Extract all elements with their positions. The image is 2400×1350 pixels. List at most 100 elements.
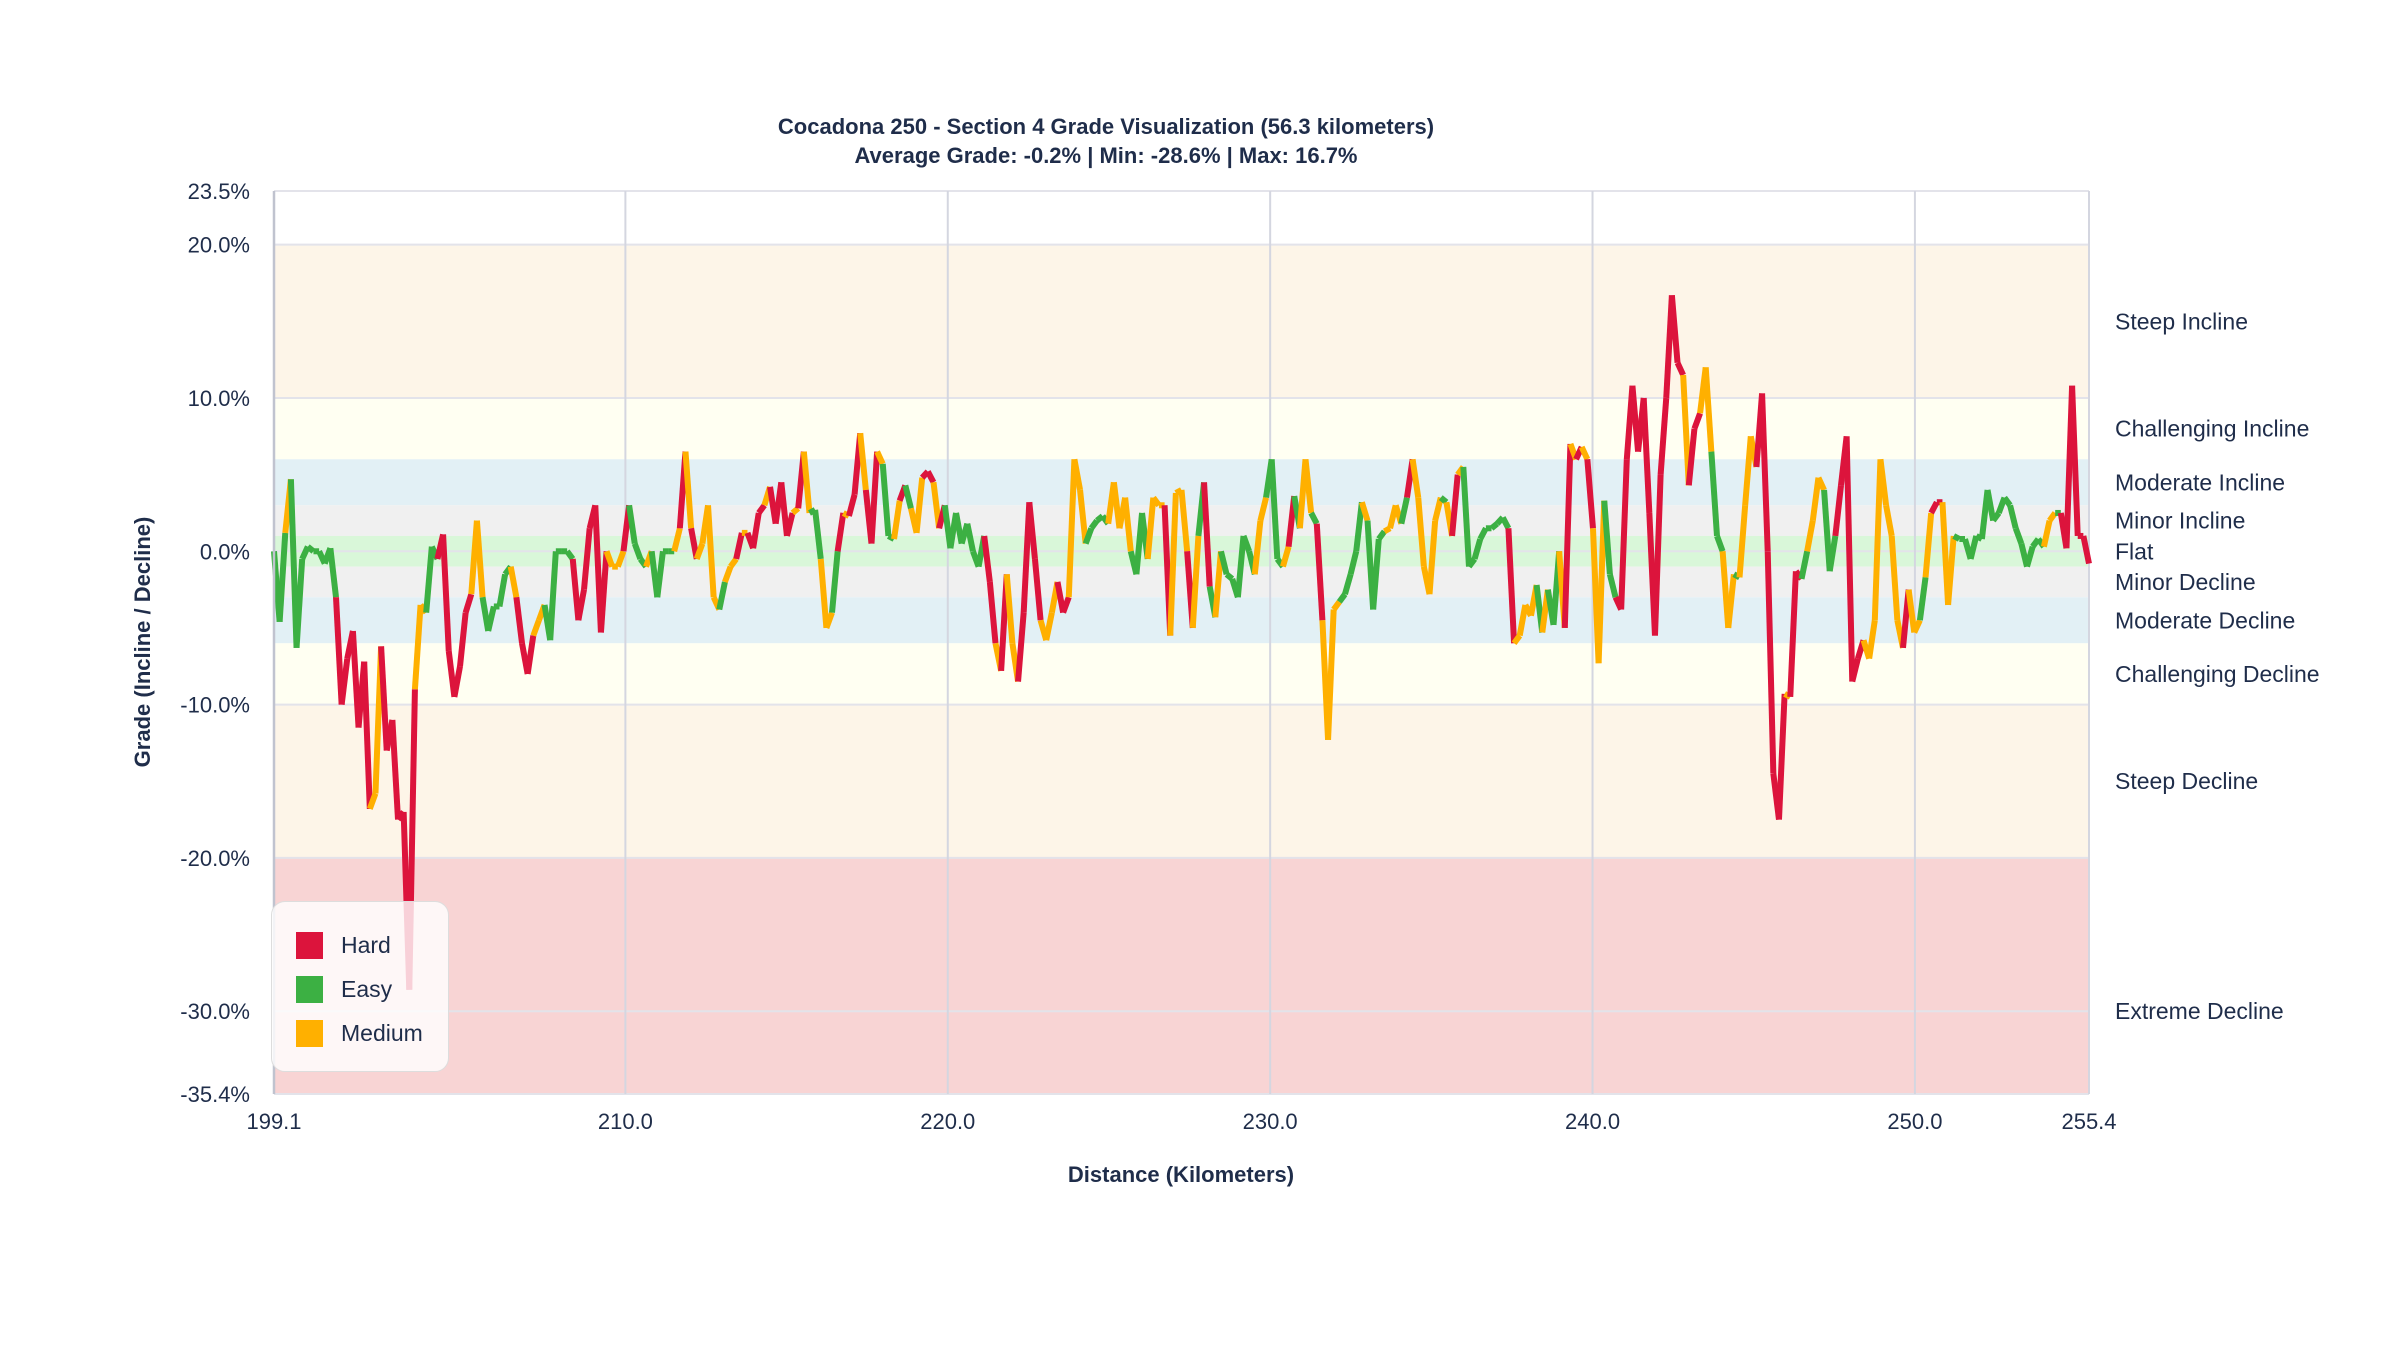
grade-segment-medium — [615, 550, 627, 568]
grade-segment-hard — [1026, 501, 1038, 560]
grade-segment-easy — [1376, 529, 1387, 541]
grade-segment-easy — [1601, 500, 1613, 575]
grade-segment-easy — [1990, 511, 2002, 523]
grade-segment-hard — [597, 551, 610, 633]
grade-segment-easy — [1714, 534, 1726, 553]
grade-segment-medium — [1702, 367, 1715, 452]
grade-segment-easy — [1218, 550, 1230, 575]
hard-swatch — [296, 931, 323, 959]
grade-segment-easy — [1471, 538, 1484, 560]
grade-segment-medium — [1883, 504, 1895, 537]
grade-segment-easy — [879, 463, 892, 537]
grade-segment-hard — [2080, 535, 2092, 565]
grade-segment-medium — [1595, 500, 1608, 664]
grade-segment-medium — [1071, 458, 1083, 491]
grade-segment-medium — [1280, 545, 1292, 568]
grade-segment-easy — [1398, 496, 1410, 525]
grade-segment-hard — [389, 719, 402, 820]
medium-swatch — [296, 1019, 323, 1047]
grade-segment-easy — [1082, 527, 1095, 545]
grade-segment-easy — [485, 605, 497, 632]
grade-segment-medium — [1144, 497, 1157, 560]
grade-segment-easy — [1489, 521, 1500, 531]
y-tick-label: 0.0% — [200, 539, 250, 564]
zone-label-minor-decline: Minor Decline — [2115, 569, 2256, 595]
grade-segment-hard — [1832, 485, 1844, 537]
grade-segment-hard — [1031, 558, 1044, 621]
grade-segment-medium — [411, 604, 424, 690]
grade-segment-hard — [462, 593, 475, 614]
grade-segment-medium — [1945, 535, 1957, 606]
grade-segment-hard — [581, 528, 593, 590]
grade-segment-medium — [507, 566, 520, 598]
grade-segment-easy — [1088, 518, 1100, 531]
grade-segment-easy — [547, 551, 559, 641]
grade-segment-hard — [1313, 523, 1326, 621]
grade-segment-medium — [790, 506, 801, 516]
grade-segment-easy — [1466, 557, 1478, 569]
grade-segment-easy — [1606, 573, 1619, 598]
grade-segment-hard — [1015, 612, 1027, 682]
grade-segment-medium — [1725, 573, 1737, 629]
grade-segment-hard — [784, 512, 796, 537]
grade-segment-medium — [1877, 458, 1890, 506]
legend-item-medium: Medium — [296, 1019, 423, 1047]
grade-segment-medium — [1302, 458, 1315, 514]
grade-segment-hard — [1691, 412, 1703, 430]
grade-segment-easy — [1916, 576, 1929, 621]
grade-segment-easy — [902, 484, 914, 510]
grade-segment-medium — [693, 542, 706, 560]
y-tick-label: 10.0% — [188, 386, 250, 411]
grade-segment-medium — [1003, 574, 1016, 644]
grade-segment-easy — [2024, 545, 2036, 568]
grade-segment-medium — [1065, 459, 1078, 598]
chart-title: Cocadona 250 - Section 4 Grade Visualiza… — [777, 114, 1435, 139]
legend-item-hard: Hard — [296, 931, 391, 959]
grade-segment-easy — [276, 532, 289, 622]
legend: Hard Easy Medium — [271, 901, 449, 1072]
grade-segment-hard — [868, 451, 881, 544]
grade-segment-medium — [1325, 609, 1337, 740]
grade-segment-hard — [1640, 397, 1653, 514]
grade-segment-hard — [1668, 295, 1681, 363]
zone-label-flat: Flat — [2115, 538, 2154, 564]
easy-swatch — [296, 975, 323, 1003]
grade-segment-medium — [1178, 489, 1191, 552]
grade-segment-hard — [1843, 436, 1856, 682]
legend-item-easy: Easy — [296, 975, 392, 1003]
grade-segment-hard — [1759, 393, 1771, 552]
grade-segment-hard — [1849, 657, 1861, 683]
grade-segment-easy — [564, 549, 576, 561]
grade-segment-hard — [1764, 551, 1777, 774]
grade-segment-hard — [1060, 596, 1072, 614]
grade-segment-easy — [812, 509, 824, 560]
grade-segment-easy — [1821, 489, 1833, 572]
grade-segment-hard — [1651, 474, 1664, 636]
grade-segment-medium — [823, 611, 835, 629]
grade-segment-hard — [378, 646, 390, 751]
grade-segment-medium — [1736, 505, 1749, 578]
y-tick-label: 20.0% — [188, 233, 250, 258]
grade-segment-medium — [1150, 495, 1162, 508]
chart-subtitle: Average Grade: -0.2% | Min: -28.6% | Max… — [854, 143, 1358, 168]
grade-segment-easy — [1708, 451, 1720, 537]
zone-challenging-decline — [274, 643, 2089, 705]
grade-segment-easy — [1438, 495, 1449, 505]
grade-segment-easy — [293, 558, 306, 649]
grade-segment-easy — [1460, 466, 1472, 567]
grade-segment-medium — [857, 432, 869, 491]
grade-segment-hard — [925, 470, 937, 484]
grade-segment-easy — [1826, 535, 1839, 572]
grade-segment-easy — [964, 523, 976, 552]
grade-segment-medium — [705, 505, 717, 598]
grade-segment-medium — [800, 451, 813, 514]
grade-segment-easy — [423, 546, 435, 613]
grade-segment-easy — [496, 573, 509, 607]
x-axis-label: Distance (Kilometers) — [1068, 1162, 1294, 1187]
grade-segment-hard — [756, 503, 767, 515]
grade-segment-medium — [1804, 520, 1816, 552]
grade-segment-easy — [1342, 573, 1354, 596]
zone-steep-decline — [274, 704, 2089, 858]
axes: 23.5% 20.0% 10.0% 0.0% -10.0% -20.0% -30.0% -35… — [180, 179, 2116, 1134]
grade-segment-medium — [817, 558, 830, 629]
